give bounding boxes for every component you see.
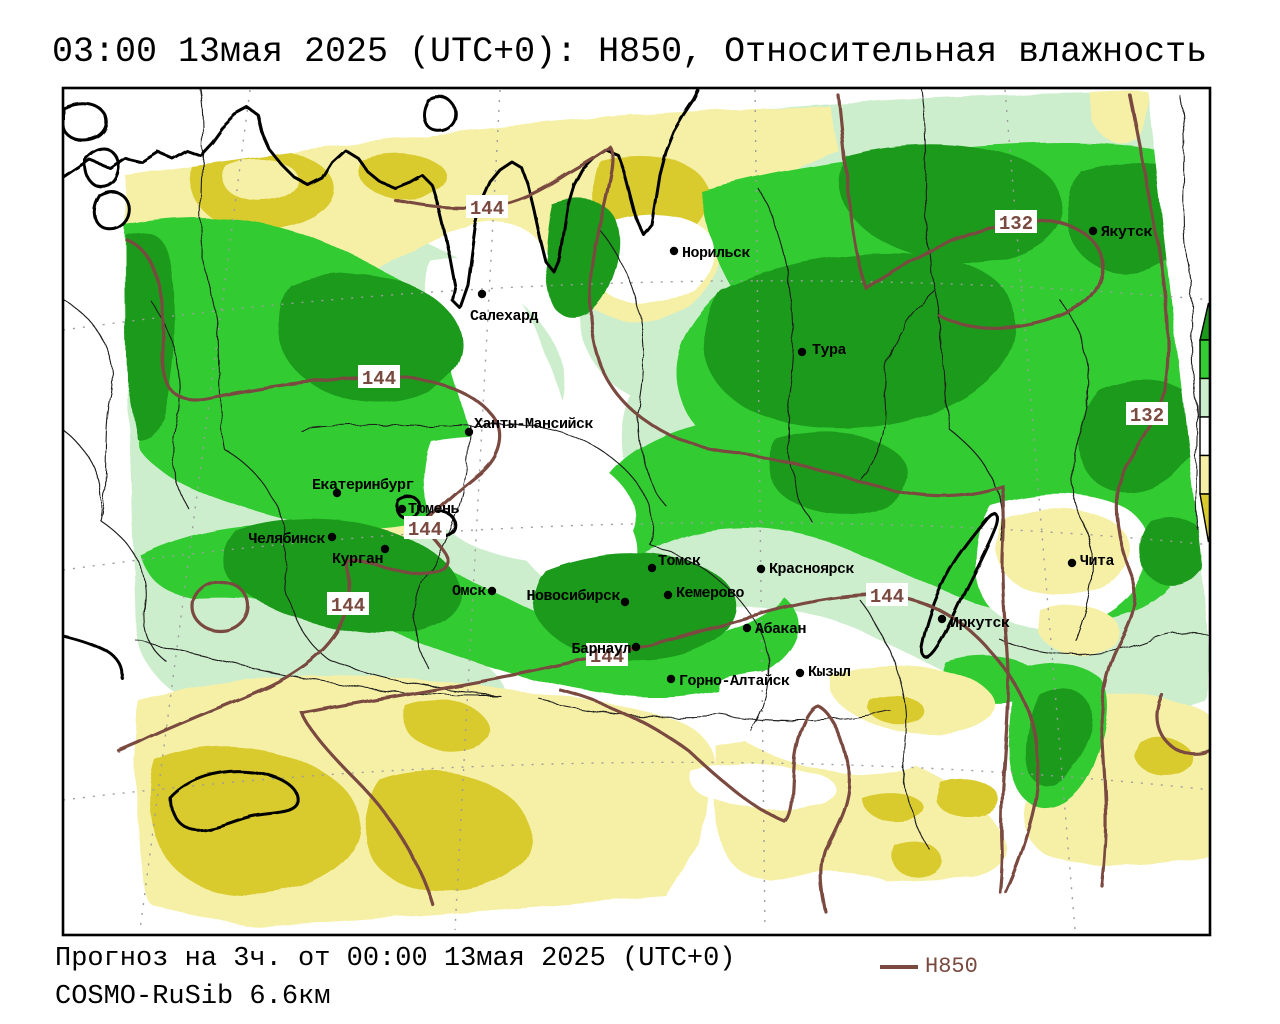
colorbar-segment: [1199, 377, 1210, 418]
h850-line-sample: [880, 964, 918, 969]
city-label: Якутск: [1101, 224, 1153, 241]
city-label: Барнаул: [571, 641, 631, 658]
city-dot: [380, 544, 390, 554]
city-dot: [647, 563, 657, 573]
city-dot: [620, 597, 630, 607]
colorbar-tick: 80: [1223, 370, 1247, 393]
colorbar-axis-label: Влажность на H850 [%]: [1246, 330, 1269, 595]
city-dot: [332, 488, 342, 498]
contour-label: 144: [590, 646, 624, 668]
colorbar-tick: 40: [1223, 447, 1247, 470]
map-title: 03:00 13мая 2025 (UTC+0): H850, Относите…: [52, 32, 1208, 72]
contour-label: 144: [408, 519, 442, 541]
city-label: Тюмень: [408, 501, 460, 518]
city-label: Горно-Алтайск: [679, 673, 790, 690]
colorbar-tick: 60: [1223, 408, 1247, 431]
city-label: Курган: [332, 551, 383, 568]
colorbar-top-triangle: [1199, 302, 1210, 341]
colorbar-segment: [1199, 454, 1210, 495]
contour-label: 132: [999, 213, 1033, 235]
city-markers: Норильск Салехард Тура Якутск Ханты-Мансийск…: [248, 224, 1153, 690]
coastlines: [63, 88, 999, 832]
colorbar-bottom-triangle: [1199, 493, 1210, 543]
humidity-colorbar: 95 80 60 40 20: [1199, 302, 1247, 543]
city-label: Чита: [1080, 553, 1115, 570]
city-label: Омск: [452, 583, 487, 600]
city-label: Томск: [658, 553, 701, 570]
map-frame: [61, 86, 1212, 937]
city-dot: [666, 674, 676, 684]
contour-label-box: [995, 210, 1037, 233]
colorbar-tick: 95: [1223, 331, 1247, 354]
city-dot: [756, 564, 766, 574]
city-label: Салехард: [470, 308, 539, 325]
city-dot: [631, 642, 641, 652]
contour-label-box: [866, 583, 908, 606]
contour-label: 144: [331, 595, 365, 617]
city-label: Челябинск: [248, 531, 325, 548]
colorbar-segment: [1199, 339, 1210, 380]
city-label: Кемерово: [676, 585, 745, 602]
city-dot: [795, 668, 805, 678]
city-label: Екатеринбург: [312, 477, 414, 494]
contour-label-box: [1126, 402, 1168, 425]
colorbar-tick: 20: [1223, 485, 1247, 508]
city-label: Ханты-Мансийск: [474, 416, 594, 433]
contour-label-box: [358, 365, 400, 388]
h850-line-label: H850: [925, 954, 978, 979]
contour-label: 132: [1130, 405, 1164, 427]
city-dot: [742, 623, 752, 633]
city-label: Новосибирск: [526, 588, 620, 605]
city-label: Кызыл: [808, 664, 851, 681]
contour-labels: 144 132 144 132 144 144 144 144: [327, 195, 1168, 668]
model-info: COSMO-RuSib 6.6км: [55, 982, 331, 1012]
city-dot: [464, 427, 474, 437]
city-dot: [669, 246, 679, 256]
city-label: Норильск: [682, 245, 751, 262]
humidity-field: [124, 90, 1210, 928]
city-dot: [487, 586, 497, 596]
city-dot: [327, 532, 337, 542]
contour-label-box: [466, 195, 508, 218]
city-dot: [397, 504, 407, 514]
contour-label-box: [327, 592, 369, 615]
contour-label-box: [586, 643, 628, 666]
forecast-info: Прогноз на 3ч. от 00:00 13мая 2025 (UTC+…: [55, 944, 736, 974]
city-label: Тура: [812, 342, 847, 359]
city-label: Иркутск: [950, 615, 1010, 632]
city-label: Красноярск: [769, 561, 855, 578]
colorbar-segment: [1199, 416, 1210, 457]
contour-label-box: [404, 516, 446, 539]
city-dot: [1067, 558, 1077, 568]
city-dot: [797, 347, 807, 357]
admin-boundaries: [63, 88, 1210, 851]
city-label: Абакан: [755, 621, 806, 638]
city-dot: [1088, 226, 1098, 236]
city-dot: [937, 614, 947, 624]
city-dot: [663, 590, 673, 600]
contour-label: 144: [362, 368, 396, 390]
h850-line-legend: H850: [880, 954, 978, 979]
contour-label: 144: [470, 198, 504, 220]
city-dot: [477, 289, 487, 299]
contour-label: 144: [870, 586, 904, 608]
